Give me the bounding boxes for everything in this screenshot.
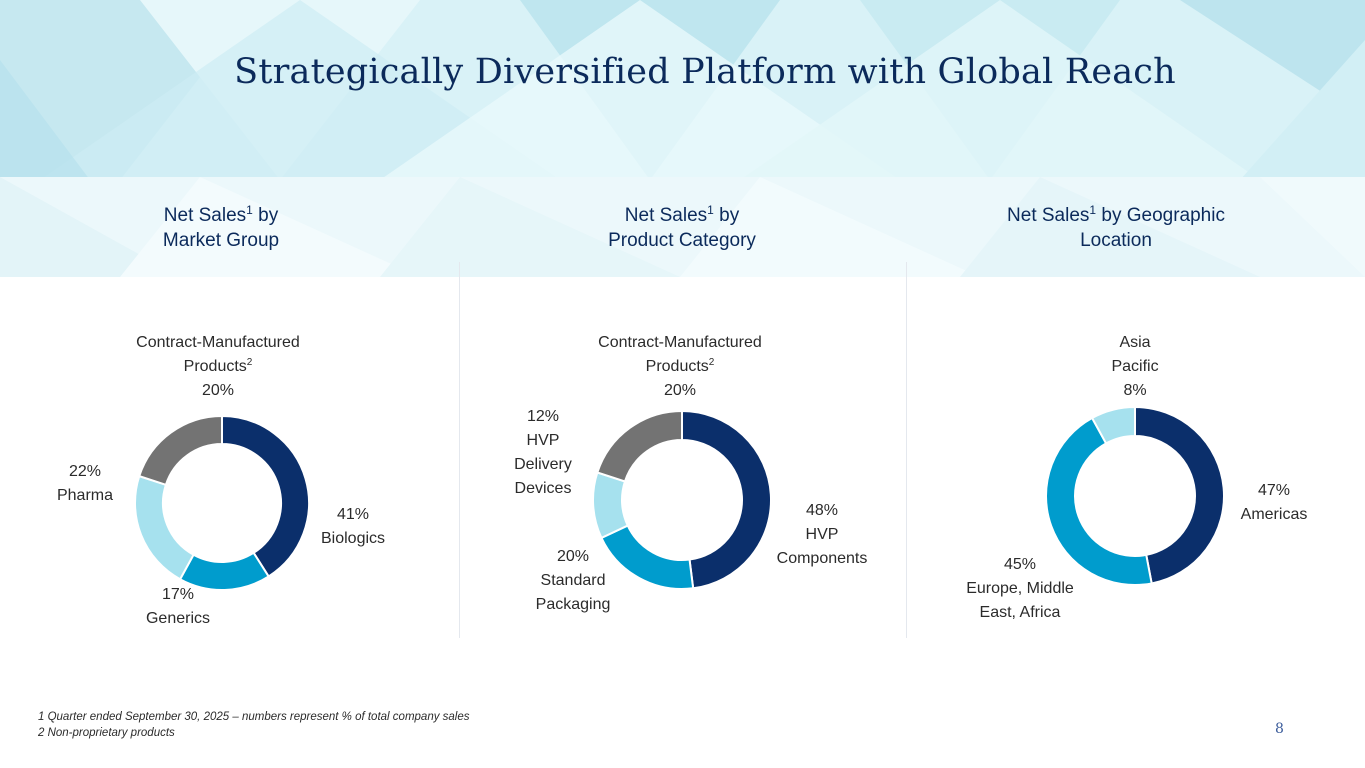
chart-3-label-asia-pacific: Asia Pacific 8% <box>1111 334 1159 399</box>
chart-3-slice-asia-pacific <box>1090 405 1136 445</box>
chart-3-slice-europe-middle-east-africa <box>1045 416 1153 586</box>
column-divider-left <box>459 262 460 638</box>
chart-2-slice-contract-manufactured-products <box>596 409 683 483</box>
chart-2-label-delivery-devices: 12% HVP Delivery Devices <box>514 408 572 497</box>
chart-1-slice-pharma <box>134 474 195 581</box>
page-title: Strategically Diversified Platform with … <box>234 52 1176 92</box>
chart-1-slice-biologics <box>221 414 310 578</box>
chart-1-label-generics: 17% Generics <box>145 586 211 627</box>
chart-1-label-biologics: 41% Biologics <box>320 506 386 547</box>
column-divider-right <box>906 262 907 638</box>
footnote-1: 1 Quarter ended September 30, 2025 – num… <box>38 711 470 723</box>
header-banner <box>0 0 1365 277</box>
chart-3-slice-americas <box>1134 405 1226 585</box>
footnotes: 1 Quarter ended September 30, 2025 – num… <box>38 709 470 741</box>
page-number: 8 <box>1275 721 1284 737</box>
chart-1-label-contract: Contract-Manufactured Products2 20% <box>136 334 300 399</box>
chart-3-heading: Net Sales1 by Geographic Location <box>1007 203 1225 251</box>
chart-2-slice-hvp-components <box>681 409 772 590</box>
chart-2-label-contract: Contract-Manufactured Products2 20% <box>598 334 762 399</box>
chart-1-label-pharma: 22% Pharma <box>56 463 114 504</box>
chart-3-label-emea: 45% Europe, Middle East, Africa <box>966 556 1074 621</box>
chart-2-heading: Net Sales1 by Product Category <box>608 203 756 251</box>
footnote-2: 2 Non-proprietary products <box>38 727 175 739</box>
chart-2-label-hvp-components: 48% HVP Components <box>776 502 868 567</box>
chart-2-label-standard-packaging: 20% Standard Packaging <box>535 548 611 613</box>
chart-3-label-americas: 47% Americas <box>1240 482 1308 523</box>
chart-1-heading: Net Sales1 by Market Group <box>162 203 280 251</box>
chart-2-slice-hvp-delivery-devices <box>592 471 630 540</box>
chart-1-slice-contract-manufactured-products <box>137 414 223 487</box>
